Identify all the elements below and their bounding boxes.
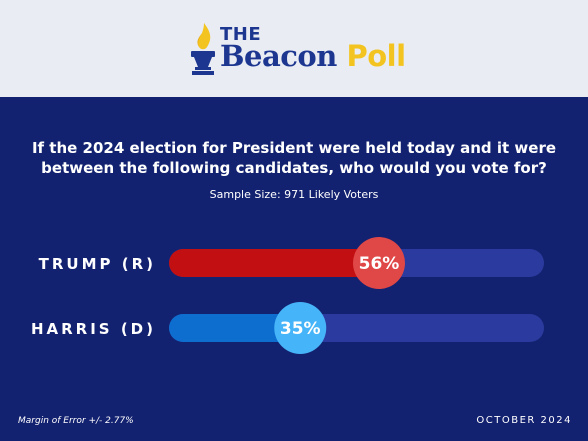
value-label-harris: 35% xyxy=(280,319,321,339)
bar-harris xyxy=(169,314,301,342)
torch-icon xyxy=(191,23,215,75)
candidate-label-trump: TRUMP (R) xyxy=(39,255,156,273)
value-label-trump: 56% xyxy=(359,254,400,274)
value-bubble-harris xyxy=(274,302,327,354)
brand-prefix: THE xyxy=(220,24,262,45)
margin-of-error: Margin of Error +/- 2.77% xyxy=(18,416,134,426)
brand-name: Beacon Poll xyxy=(220,39,406,73)
candidate-label-harris: HARRIS (D) xyxy=(31,320,156,338)
header: THE Beacon Poll xyxy=(0,0,588,97)
brand-name-part2: Poll xyxy=(346,39,406,73)
brand-name-part1: Beacon xyxy=(220,39,337,73)
bar-trump xyxy=(169,249,379,277)
poll-question: If the 2024 election for President were … xyxy=(31,139,557,177)
sample-size: Sample Size: 971 Likely Voters xyxy=(209,188,379,201)
poll-date: OCTOBER 2024 xyxy=(476,415,572,426)
poll-panel: If the 2024 election for President were … xyxy=(0,97,588,441)
value-bubble-trump xyxy=(353,237,405,289)
